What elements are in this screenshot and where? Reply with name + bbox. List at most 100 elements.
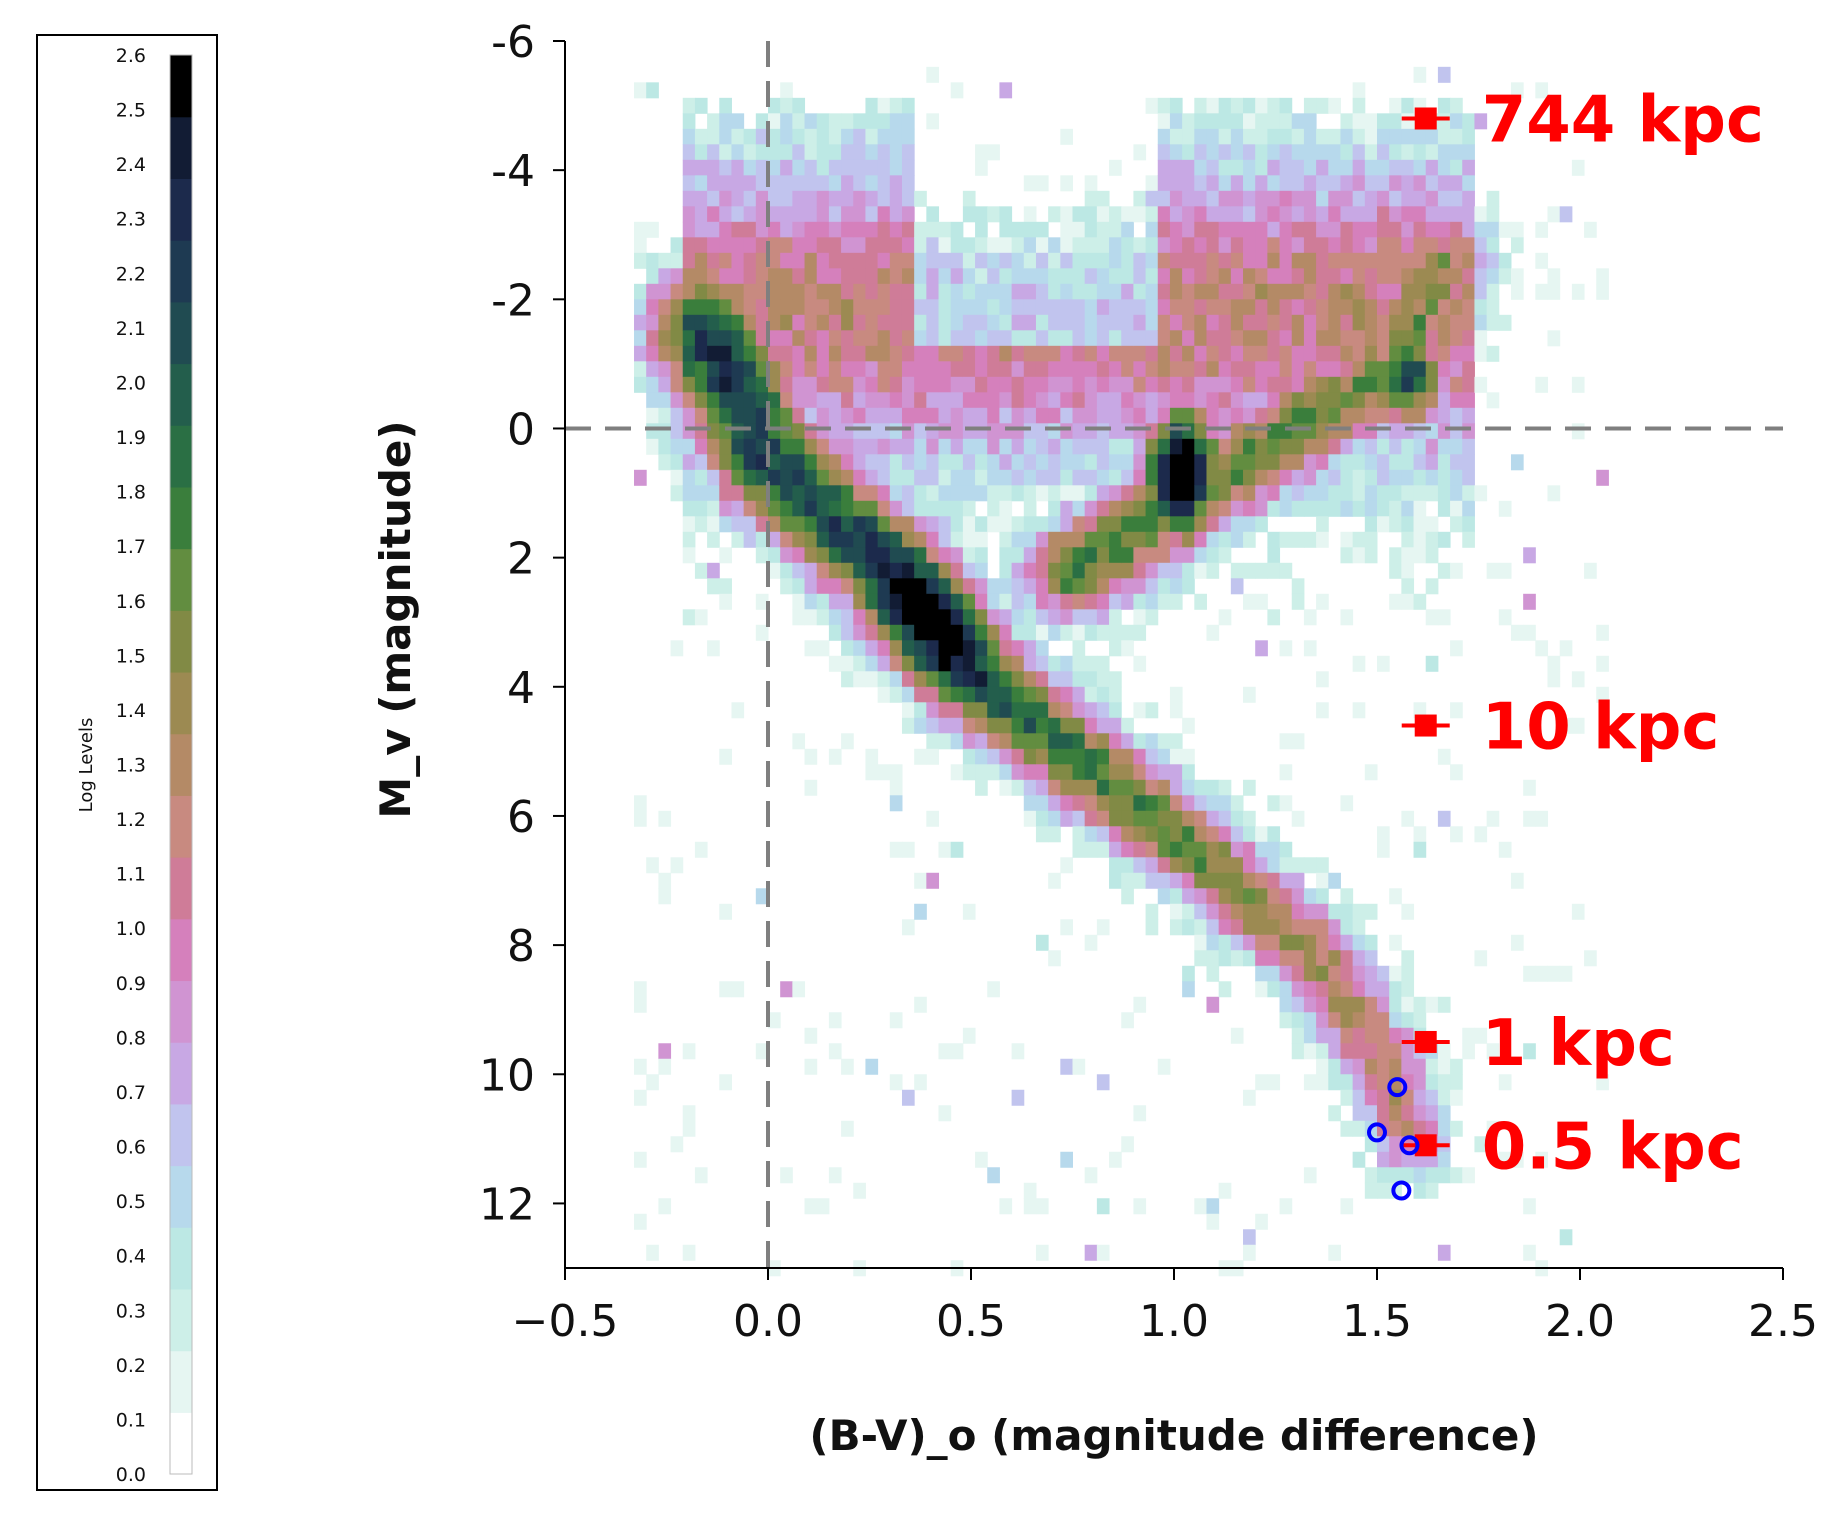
- density-cell: [1340, 609, 1354, 626]
- density-cell: [1218, 97, 1232, 114]
- density-cell: [1425, 469, 1439, 486]
- density-cell: [755, 206, 769, 223]
- density-cell: [1535, 640, 1549, 657]
- density-cell: [719, 438, 732, 455]
- density-cell: [804, 268, 818, 285]
- density-cell: [1157, 779, 1171, 796]
- density-cell: [1011, 283, 1025, 300]
- density-cell: [1437, 454, 1451, 471]
- density-cell: [1109, 671, 1122, 688]
- density-cell: [1121, 268, 1134, 285]
- density-cell: [1401, 345, 1415, 362]
- density-cell: [1303, 857, 1317, 874]
- colorbar-tick-label: 1.9: [116, 427, 146, 449]
- density-cell: [1182, 128, 1195, 145]
- density-cell: [938, 469, 952, 486]
- density-cell: [1206, 283, 1220, 300]
- density-cell: [1413, 1058, 1427, 1075]
- density-cell: [816, 454, 830, 471]
- density-cell: [1084, 252, 1098, 269]
- density-cell: [1364, 1058, 1378, 1075]
- density-cell: [950, 500, 964, 517]
- density-cell: [865, 609, 879, 626]
- density-cell: [1352, 221, 1366, 238]
- density-cell: [1401, 965, 1415, 982]
- density-cell: [1023, 376, 1037, 393]
- x-tick-label: 1.0: [1139, 1296, 1209, 1347]
- density-cell: [1450, 268, 1463, 285]
- density-cell: [1157, 810, 1171, 827]
- density-cell: [1206, 950, 1220, 967]
- density-cell: [682, 516, 696, 533]
- density-cell: [1048, 655, 1061, 672]
- density-cell: [1048, 593, 1061, 610]
- density-cell: [877, 175, 891, 192]
- density-cell: [975, 609, 988, 626]
- density-cell: [1279, 330, 1293, 347]
- density-cell: [828, 407, 842, 424]
- density-cell: [719, 268, 732, 285]
- density-cell: [1035, 934, 1049, 951]
- density-cell: [1255, 1213, 1268, 1230]
- density-cell: [1316, 485, 1329, 502]
- density-cell: [804, 469, 818, 486]
- density-cell: [1425, 609, 1439, 626]
- density-cell: [1011, 562, 1025, 579]
- density-cell: [1023, 330, 1037, 347]
- density-cell: [1011, 345, 1025, 362]
- density-cell: [1133, 779, 1147, 796]
- density-cell: [646, 82, 659, 99]
- density-cell: [1182, 299, 1195, 316]
- density-cell: [768, 237, 781, 254]
- density-cell: [1279, 407, 1293, 424]
- density-cell: [1072, 717, 1086, 734]
- density-cell: [877, 252, 891, 269]
- density-cell: [1291, 469, 1305, 486]
- density-cell: [1121, 407, 1134, 424]
- density-cell: [1133, 237, 1147, 254]
- density-cell: [1328, 423, 1341, 440]
- distance-marker: 0.5 kpc: [1401, 1110, 1744, 1184]
- density-cell: [816, 314, 830, 331]
- density-cell: [670, 392, 684, 409]
- density-cell: [1145, 547, 1159, 564]
- density-cell: [1194, 345, 1207, 362]
- colorbar-title: Log Levels: [76, 718, 97, 813]
- density-cell: [926, 361, 940, 378]
- density-cell: [1072, 593, 1086, 610]
- density-cell: [1291, 144, 1305, 161]
- density-cell: [1169, 888, 1183, 905]
- density-cell: [1340, 1120, 1354, 1137]
- density-cell: [1559, 1229, 1573, 1246]
- density-cell: [1060, 547, 1073, 564]
- density-cell: [1340, 500, 1354, 517]
- density-cell: [731, 144, 745, 161]
- density-cell: [1060, 578, 1073, 595]
- density-cell: [1194, 392, 1207, 409]
- density-cell: [1206, 97, 1220, 114]
- density-cell: [707, 531, 720, 548]
- density-cell: [1096, 299, 1110, 316]
- density-cell: [1182, 469, 1195, 486]
- density-cell: [962, 485, 976, 502]
- density-cell: [1377, 175, 1390, 192]
- density-cell: [1011, 330, 1025, 347]
- density-cell: [1145, 826, 1159, 843]
- density-cell: [1194, 159, 1207, 176]
- density-cell: [1109, 857, 1122, 874]
- density-cell: [1389, 423, 1402, 440]
- density-cell: [1255, 934, 1268, 951]
- density-cell: [1328, 1074, 1341, 1091]
- density-cell: [1048, 609, 1061, 626]
- density-cell: [1279, 950, 1293, 967]
- density-cell: [804, 531, 818, 548]
- density-cell: [646, 268, 659, 285]
- density-cell: [1328, 283, 1341, 300]
- density-cell: [768, 361, 781, 378]
- density-cell: [1267, 392, 1281, 409]
- density-cell: [1291, 206, 1305, 223]
- density-cell: [682, 531, 696, 548]
- density-cell: [889, 345, 903, 362]
- density-cell: [1535, 376, 1549, 393]
- density-cell: [901, 299, 915, 316]
